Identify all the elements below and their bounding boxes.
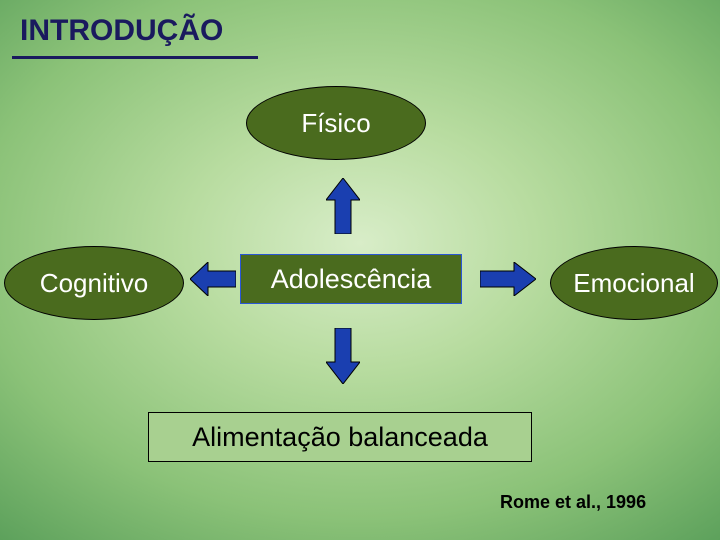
- node-adolescencia-label: Adolescência: [271, 264, 432, 295]
- arrow-up-icon: [326, 178, 360, 234]
- citation-text: Rome et al., 1996: [500, 492, 646, 513]
- arrow-down-icon: [326, 328, 360, 384]
- arrow-left-icon: [190, 262, 236, 296]
- arrow-right-icon: [480, 262, 536, 296]
- node-alimentacao: Alimentação balanceada: [148, 412, 532, 462]
- title-underline: [12, 56, 258, 59]
- node-cognitivo-label: Cognitivo: [40, 268, 148, 299]
- node-fisico: Físico: [246, 86, 426, 160]
- node-adolescencia: Adolescência: [240, 254, 462, 304]
- node-emocional: Emocional: [550, 246, 718, 320]
- node-alimentacao-label: Alimentação balanceada: [192, 422, 488, 453]
- node-cognitivo: Cognitivo: [4, 246, 184, 320]
- node-emocional-label: Emocional: [573, 268, 694, 299]
- page-title: INTRODUÇÃO: [20, 14, 223, 48]
- node-fisico-label: Físico: [301, 108, 370, 139]
